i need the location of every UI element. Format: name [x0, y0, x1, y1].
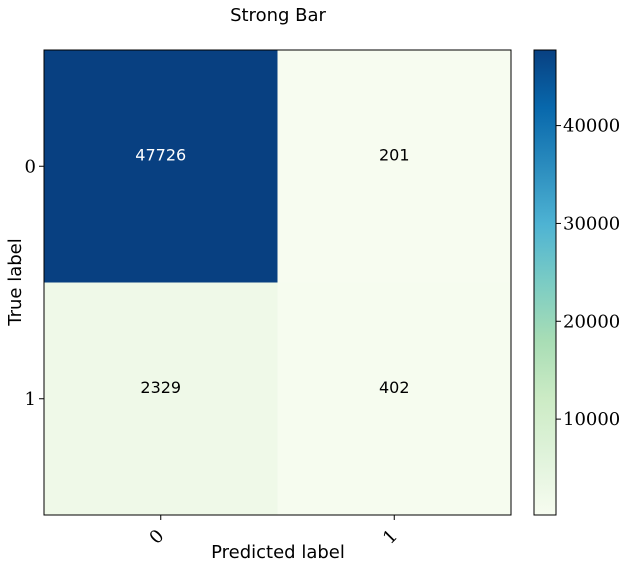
colorbar-tick-label-0: 10000 — [563, 409, 619, 430]
y-tick-label-1: 1 — [25, 389, 36, 410]
colorbar-tick-label-1: 20000 — [563, 311, 619, 332]
cell-value-label-1-0: 2329 — [140, 378, 181, 397]
chart-title: Strong Bar — [230, 5, 326, 26]
colorbar-tick-label-2: 30000 — [563, 213, 619, 234]
cell-value-label-0-1: 201 — [379, 145, 410, 164]
x-tick-label-1: 1 — [379, 526, 402, 549]
heatmap-cell-1-0 — [44, 282, 278, 515]
heatmap-cell-0-0 — [44, 50, 278, 283]
colorbar — [533, 49, 557, 516]
x-axis-label: Predicted label — [211, 542, 345, 563]
plot-area-frame — [43, 49, 512, 516]
colorbar-tick-label-3: 40000 — [563, 116, 619, 137]
y-tick-label-0: 0 — [25, 156, 36, 177]
heatmap-cell-1-1 — [277, 282, 511, 515]
cell-value-label-0-0: 47726 — [135, 145, 186, 164]
heatmap-cell-0-1 — [277, 50, 511, 283]
x-tick-label-0: 0 — [145, 526, 168, 549]
cell-value-label-1-1: 402 — [379, 378, 410, 397]
y-axis-label: True label — [5, 238, 26, 327]
